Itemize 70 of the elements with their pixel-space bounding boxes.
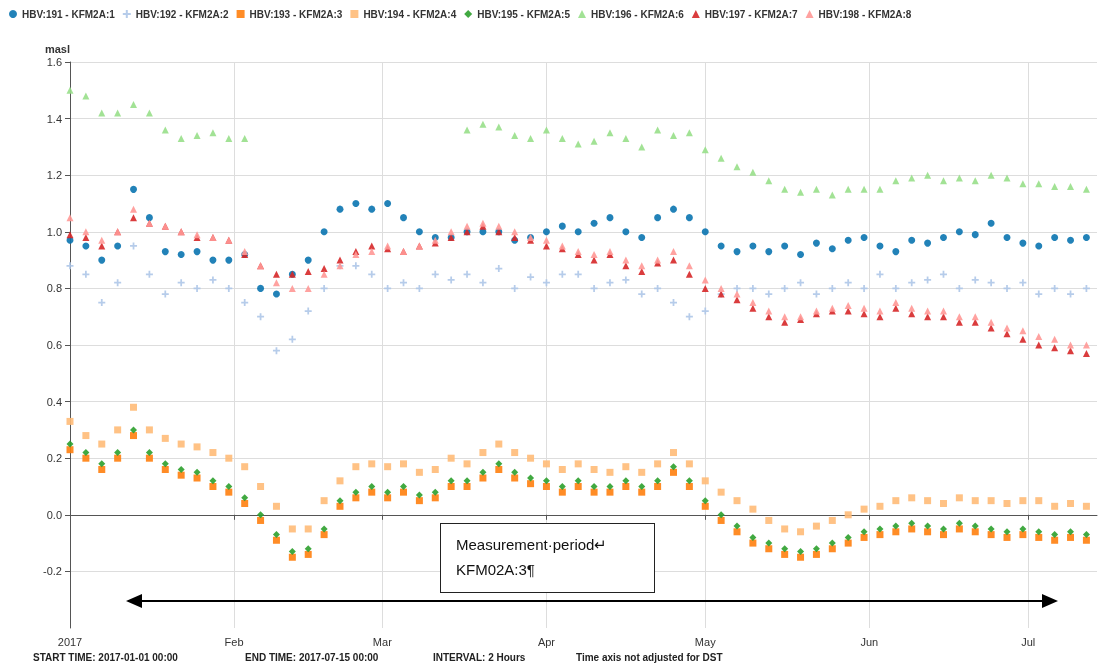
point xyxy=(606,129,614,137)
legend-label: HBV:195 - KFM2A:5 xyxy=(477,8,571,20)
point xyxy=(574,140,582,148)
point xyxy=(241,134,249,142)
point xyxy=(622,134,630,142)
point xyxy=(733,163,741,171)
x-tick-label: Jul xyxy=(1021,635,1036,648)
text: END TIME: 2017-07-15 00:00 xyxy=(245,651,379,663)
x-tick-label: Feb xyxy=(224,635,244,648)
point xyxy=(511,132,519,140)
point xyxy=(860,185,868,193)
x-tick-label: Apr xyxy=(537,635,556,648)
point xyxy=(1067,183,1075,191)
legend-label: HBV:197 - KFM2A:7 xyxy=(704,8,799,20)
legend-label: HBV:191 - KFM2A:1 xyxy=(22,8,116,20)
point xyxy=(939,177,947,185)
point xyxy=(797,188,805,196)
point xyxy=(495,123,503,131)
point xyxy=(844,185,852,193)
point xyxy=(987,171,995,179)
point xyxy=(590,137,598,145)
y-tick-label: 1.6 xyxy=(46,56,62,68)
point xyxy=(1019,180,1027,188)
y-tick-label: 1.4 xyxy=(46,112,62,125)
point xyxy=(558,134,566,142)
point xyxy=(225,134,233,142)
y-tick-label: 0.0 xyxy=(46,508,62,521)
legend-label: HBV:196 - KFM2A:6 xyxy=(590,8,685,20)
y-tick-label: 0.6 xyxy=(46,339,62,351)
y-tick-label: 1.0 xyxy=(46,225,62,238)
point xyxy=(209,129,217,137)
point xyxy=(66,86,74,94)
y-tick-label: 0.4 xyxy=(46,395,62,408)
point xyxy=(463,126,471,134)
point xyxy=(130,100,138,108)
y-tick-label: 0.2 xyxy=(46,452,62,465)
y-axis-title: masl xyxy=(44,42,70,55)
point xyxy=(828,191,836,199)
point xyxy=(685,129,693,137)
y-tick-label: 0.8 xyxy=(46,282,62,295)
legend-label: HBV:193 - KFM2A:3 xyxy=(249,8,343,20)
point xyxy=(1003,174,1011,182)
point xyxy=(193,132,201,140)
x-tick-label: 2017 xyxy=(57,635,83,648)
y-tick-label: -0.2 xyxy=(43,565,62,578)
text: START TIME: 2017-01-01 00:00 xyxy=(33,651,179,663)
point xyxy=(1051,183,1059,191)
x-tick-label: Jun xyxy=(860,635,879,648)
point xyxy=(669,132,677,140)
point xyxy=(749,168,757,176)
legend-label: HBV:192 - KFM2A:2 xyxy=(135,8,230,20)
point xyxy=(717,154,725,162)
point xyxy=(876,185,884,193)
point xyxy=(1082,185,1090,193)
x-tick-label: Mar xyxy=(372,635,393,648)
point xyxy=(812,185,820,193)
point xyxy=(177,134,185,142)
x-tick-label: May xyxy=(694,635,717,648)
y-tick-label: 1.2 xyxy=(46,169,62,182)
point xyxy=(781,185,789,193)
text: Time axis not adjusted for DST xyxy=(576,651,723,663)
point xyxy=(527,134,535,142)
point xyxy=(479,120,487,128)
legend-label: HBV:194 - KFM2A:4 xyxy=(363,8,457,20)
point xyxy=(908,174,916,182)
point xyxy=(955,174,963,182)
legend-label: HBV:198 - KFM2A:8 xyxy=(818,8,912,20)
point xyxy=(924,171,932,179)
text: INTERVAL: 2 Hours xyxy=(433,651,526,663)
annotation: Measurement·period↵ KFM02A:3¶ xyxy=(456,535,608,580)
